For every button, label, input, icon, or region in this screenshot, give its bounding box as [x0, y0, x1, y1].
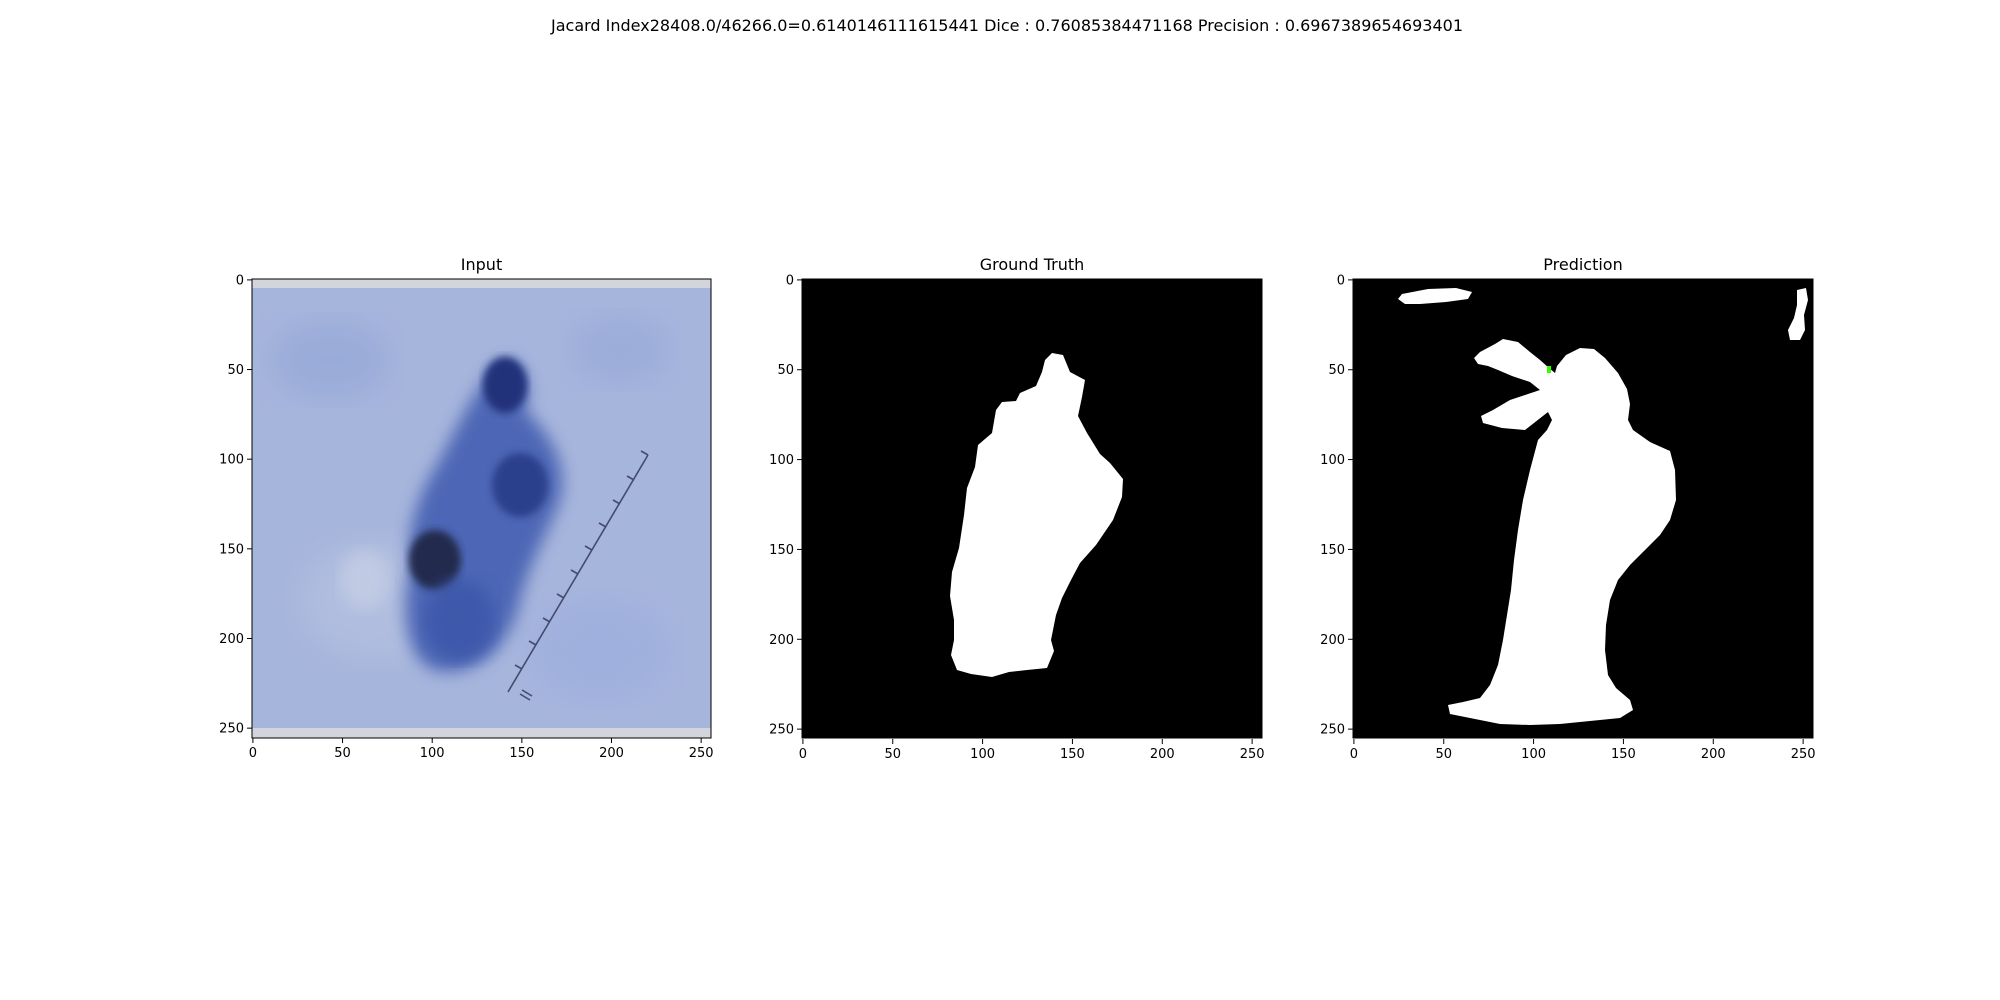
panel-ground-truth-frame — [801, 278, 1263, 739]
y-tick-label: 100 — [219, 453, 244, 468]
y-tick-label: 100 — [769, 453, 794, 468]
y-tick-label: 200 — [769, 633, 794, 648]
prediction-highlight-pixel — [1547, 366, 1551, 373]
x-tick-label: 50 — [334, 746, 351, 761]
ground-truth-mask-region — [950, 353, 1123, 677]
x-tick-label: 150 — [1611, 747, 1636, 762]
prediction-mask-main-region — [1448, 339, 1676, 725]
y-tick-label: 150 — [769, 543, 794, 558]
y-tick-label: 200 — [219, 632, 244, 647]
y-tick-label: 0 — [236, 273, 244, 288]
x-tick-label: 50 — [884, 747, 901, 762]
y-tick-label: 0 — [786, 273, 794, 288]
x-tick-label: 50 — [1435, 747, 1452, 762]
x-tick-label: 0 — [1350, 747, 1358, 762]
x-tick-label: 150 — [1060, 747, 1085, 762]
x-tick-label: 200 — [1701, 747, 1726, 762]
x-tick-label: 0 — [799, 747, 807, 762]
y-tick-label: 200 — [1320, 633, 1345, 648]
y-tick-label: 250 — [1320, 723, 1345, 738]
x-tick-label: 100 — [420, 746, 445, 761]
panel-input: Input — [219, 255, 713, 761]
x-tick-label: 150 — [509, 746, 534, 761]
panel-prediction: Prediction 0 50 100 150 200 250 0 50 100 150 200 25… — [1320, 255, 1815, 762]
input-image — [252, 279, 711, 738]
x-tick-label: 100 — [1521, 747, 1546, 762]
y-tick-label: 50 — [227, 363, 244, 378]
panel-input-title: Input — [461, 255, 502, 274]
x-tick-label: 100 — [970, 747, 995, 762]
prediction-mask-right-blob — [1788, 288, 1808, 340]
y-tick-label: 50 — [777, 363, 794, 378]
y-tick-label: 50 — [1328, 363, 1345, 378]
panel-ground-truth-title: Ground Truth — [980, 255, 1085, 274]
prediction-mask-top-blob — [1398, 288, 1472, 304]
x-tick-label: 250 — [1791, 747, 1816, 762]
x-tick-label: 200 — [1150, 747, 1175, 762]
x-tick-label: 0 — [249, 746, 257, 761]
x-tick-label: 250 — [689, 746, 714, 761]
panel-prediction-frame — [1352, 278, 1814, 739]
x-tick-label: 250 — [1240, 747, 1265, 762]
y-tick-label: 250 — [219, 722, 244, 737]
y-tick-label: 250 — [769, 723, 794, 738]
panel-input-frame — [251, 278, 712, 739]
y-tick-label: 150 — [219, 542, 244, 557]
panel-ground-truth: Ground Truth 0 50 100 150 200 250 0 50 100 150 200… — [769, 255, 1264, 762]
x-tick-label: 200 — [599, 746, 624, 761]
y-tick-label: 100 — [1320, 453, 1345, 468]
y-tick-label: 0 — [1337, 273, 1345, 288]
figure-suptitle: Jacard Index28408.0/46266.0=0.6140146111… — [550, 16, 1463, 35]
panel-prediction-title: Prediction — [1543, 255, 1622, 274]
y-tick-label: 150 — [1320, 543, 1345, 558]
ruler-marks — [507, 450, 649, 701]
